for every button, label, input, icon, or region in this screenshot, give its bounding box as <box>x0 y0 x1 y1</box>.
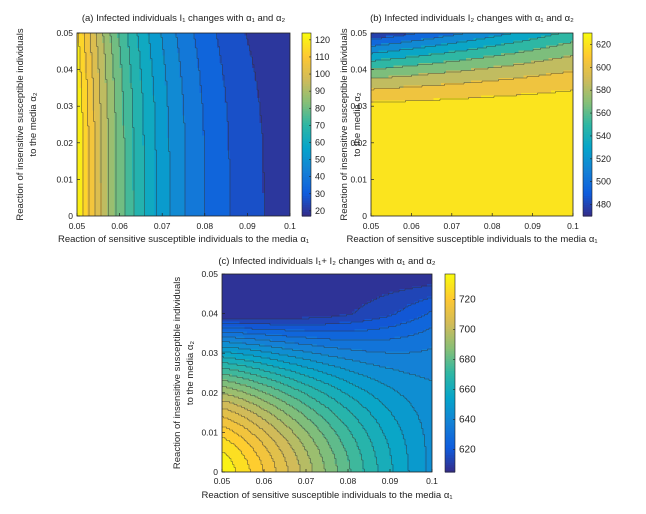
x-tick-label: 0.1 <box>567 221 579 231</box>
colorbar-tick-label: 100 <box>315 69 330 79</box>
x-tick-label: 0.06 <box>403 221 420 231</box>
colorbar-tick-label: 110 <box>315 52 329 62</box>
x-tick-label: 0.05 <box>363 221 380 231</box>
chart-title: (a) Infected individuals I₁ changes with… <box>82 13 286 24</box>
y-tick-label: 0.04 <box>56 65 73 75</box>
contour-panel-c: 0.05 0.06 0.07 0.08 0.09 0.1 0 0.01 0.02 0.03 0.04… <box>172 256 476 501</box>
y-tick-label: 0.05 <box>56 28 73 38</box>
colorbar: 20 30 40 50 60 70 80 90 100 110 120 <box>302 33 330 217</box>
x-tick-label: 0.07 <box>444 221 461 231</box>
colorbar-tick-label: 720 <box>459 295 476 306</box>
chart-title: (c) Infected individuals I₁+ I₂ changes … <box>218 256 436 267</box>
colorbar-tick-label: 60 <box>315 137 325 147</box>
y-tick-label: 0.04 <box>350 65 367 75</box>
contour-fill-a <box>77 33 293 219</box>
y-tick-label: 0.01 <box>201 427 218 437</box>
x-axis-label: Reaction of sensitive susceptible indivi… <box>201 490 452 501</box>
colorbar-tick-label: 480 <box>596 200 611 210</box>
colorbar-tick-label: 90 <box>315 86 325 96</box>
y-tick-label: 0 <box>362 211 367 221</box>
colorbar: 620 640 660 680 700 720 <box>445 274 476 473</box>
colorbar-tick-label: 40 <box>315 172 325 182</box>
colorbar-tick-label: 680 <box>459 355 476 366</box>
x-tick-label: 0.05 <box>69 221 86 231</box>
colorbar-tick-label: 30 <box>315 189 325 199</box>
x-tick-label: 0.06 <box>256 476 273 486</box>
colorbar-tick-label: 50 <box>315 155 325 165</box>
y-tick-label: 0 <box>213 467 218 477</box>
y-tick-label: 0 <box>68 211 73 221</box>
colorbar-tick-label: 80 <box>315 103 325 113</box>
colorbar-tick-label: 520 <box>596 154 611 164</box>
contour-fill-b <box>371 33 574 219</box>
y-tick-label: 0.02 <box>56 138 73 148</box>
y-axis-label-line2: to the media α₂ <box>352 92 363 156</box>
y-axis-label-line1: Reaction of insensitive susceptible indi… <box>15 28 26 220</box>
colorbar-tick-label: 560 <box>596 108 611 118</box>
x-tick-label: 0.08 <box>197 221 214 231</box>
colorbar-tick-label: 20 <box>315 206 325 216</box>
x-tick-label: 0.08 <box>340 476 357 486</box>
y-tick-label: 0.03 <box>56 101 73 111</box>
colorbar: 480 500 520 540 560 580 600 620 <box>583 33 611 217</box>
contour-fill-c <box>222 274 433 475</box>
x-tick-label: 0.09 <box>524 221 541 231</box>
colorbar-tick-label: 70 <box>315 120 325 130</box>
y-tick-label: 0.01 <box>56 174 73 184</box>
x-axis-label: Reaction of sensitive susceptible indivi… <box>346 234 597 245</box>
x-tick-label: 0.1 <box>426 476 438 486</box>
x-axis-label: Reaction of sensitive susceptible indivi… <box>58 234 309 245</box>
colorbar-tick-label: 120 <box>315 35 330 45</box>
y-tick-label: 0.01 <box>350 174 367 184</box>
x-tick-label: 0.1 <box>284 221 296 231</box>
x-tick-label: 0.05 <box>214 476 231 486</box>
y-tick-label: 0.03 <box>201 348 218 358</box>
colorbar-tick-label: 580 <box>596 85 611 95</box>
x-tick-label: 0.06 <box>111 221 128 231</box>
y-axis-label-line1: Reaction of insensitive susceptible indi… <box>339 28 350 220</box>
colorbar-tick-label: 500 <box>596 177 611 187</box>
contour-panel-a: 0.05 0.06 0.07 0.08 0.09 0.1 0 0.01 0.02 0.03 0.04… <box>15 13 330 245</box>
colorbar-tick-label: 660 <box>459 385 476 396</box>
y-tick-label: 0.04 <box>201 309 218 319</box>
colorbar-tick-label: 540 <box>596 131 611 141</box>
y-axis-label-line1: Reaction of insensitive susceptible indi… <box>172 277 183 469</box>
x-tick-label: 0.08 <box>484 221 501 231</box>
colorbar-tick-label: 600 <box>596 62 611 72</box>
y-tick-label: 0.05 <box>201 269 218 279</box>
x-tick-label: 0.07 <box>298 476 315 486</box>
x-tick-label: 0.09 <box>239 221 256 231</box>
x-tick-label: 0.09 <box>382 476 399 486</box>
chart-title: (b) Infected individuals I₂ changes with… <box>370 13 574 24</box>
y-tick-label: 0.05 <box>350 28 367 38</box>
y-axis-label-line2: to the media α₂ <box>185 341 196 405</box>
colorbar-tick-label: 620 <box>459 445 476 456</box>
y-axis-label-line2: to the media α₂ <box>28 92 39 156</box>
colorbar-tick-label: 700 <box>459 325 476 336</box>
colorbar-tick-label: 620 <box>596 39 611 49</box>
y-tick-label: 0.02 <box>201 388 218 398</box>
colorbar-tick-label: 640 <box>459 415 476 426</box>
x-tick-label: 0.07 <box>154 221 171 231</box>
